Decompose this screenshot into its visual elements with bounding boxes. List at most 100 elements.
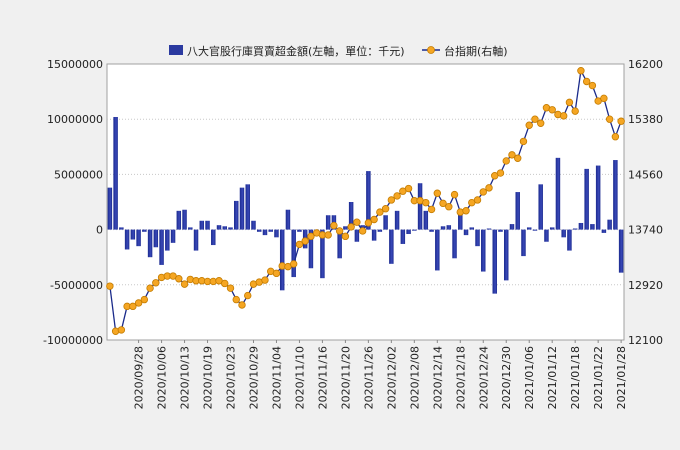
bar (377, 229, 383, 232)
right-tick-label: 14560 (628, 168, 663, 181)
bar (400, 229, 406, 244)
line-point (180, 280, 189, 288)
bar (239, 187, 245, 230)
bar (256, 229, 262, 232)
line-point (106, 282, 114, 290)
bar (199, 220, 205, 230)
bar (279, 229, 285, 291)
bar (555, 157, 561, 230)
bar (423, 210, 429, 230)
bar (211, 229, 216, 246)
line-point (508, 151, 516, 159)
line-point (232, 295, 240, 304)
bar (498, 229, 503, 232)
line-point (439, 199, 447, 208)
x-tick-label: 2020/12/30 (500, 346, 513, 409)
bar (486, 228, 492, 230)
bar (308, 229, 314, 269)
bar (584, 168, 589, 230)
bar (107, 187, 113, 230)
bar (147, 229, 153, 258)
line-point (525, 121, 533, 129)
line-point (307, 232, 315, 241)
line-point (571, 107, 579, 115)
bar (222, 226, 228, 230)
bar (492, 229, 497, 294)
line-point (427, 205, 436, 214)
bar (371, 229, 377, 241)
bar (446, 225, 452, 230)
bar (607, 219, 612, 230)
bar (458, 213, 463, 230)
x-tick-label: 2020/12/08 (408, 346, 421, 409)
x-axis: 2020/09/28 2020/10/06 2020/10/13 2020/10/19… (133, 340, 628, 409)
bar (590, 224, 595, 230)
legend-line-label: 台指期(右軸) (444, 44, 508, 58)
bar (245, 184, 250, 230)
x-tick-label: 2020/11/04 (270, 346, 283, 409)
bar (136, 229, 141, 247)
bar (561, 229, 566, 238)
line-point (152, 279, 160, 287)
bar (159, 229, 164, 265)
x-tick-label: 2020/11/16 (316, 346, 329, 409)
left-tick-label: 10000000 (47, 113, 103, 126)
line-point (238, 301, 246, 309)
x-tick-label: 2021/01/22 (592, 346, 605, 409)
line-point (324, 231, 332, 239)
bar (216, 225, 222, 230)
bar-series (107, 116, 624, 294)
bar (526, 227, 532, 230)
line-point (422, 198, 430, 207)
x-tick-label: 2020/11/10 (293, 346, 306, 409)
line-point (381, 205, 390, 213)
line-point (117, 326, 126, 334)
x-tick-label: 2021/01/12 (546, 346, 559, 409)
bar (176, 210, 182, 230)
bar (228, 227, 233, 230)
bar (274, 229, 279, 238)
left-axis: 15000000 10000000 5000000 0 -5000000 -1000000… (43, 58, 103, 347)
line-point (600, 94, 608, 103)
bar (291, 229, 296, 278)
line-point (226, 284, 235, 292)
line-point (129, 302, 137, 311)
bar (613, 160, 618, 230)
line-point (341, 232, 350, 241)
line-point (295, 240, 304, 249)
line-point (221, 279, 229, 288)
line-point (531, 115, 539, 123)
bar (297, 229, 302, 232)
legend: 八大官股行庫買賣超金額(左軸，單位：千元) 台指期(右軸) (169, 44, 508, 58)
bar (412, 229, 417, 231)
bar (601, 229, 607, 233)
line-point (582, 77, 591, 86)
x-tick-label: 2020/10/23 (225, 346, 238, 409)
bar (394, 210, 400, 230)
x-tick-label: 2020/11/26 (362, 346, 375, 409)
right-tick-label: 12920 (628, 279, 663, 292)
bar (165, 229, 170, 251)
bar (406, 229, 411, 235)
bar (170, 229, 176, 243)
bar (366, 171, 371, 230)
legend-line-marker (427, 46, 435, 54)
line-point (289, 260, 298, 268)
line-point (577, 67, 585, 75)
bar (251, 220, 256, 230)
line-point (445, 203, 453, 211)
line-point (502, 157, 510, 165)
x-tick-label: 2020/10/29 (247, 346, 260, 409)
left-tick-label: -10000000 (43, 334, 103, 347)
bar (578, 222, 584, 230)
bar (124, 229, 130, 250)
bar (469, 227, 475, 230)
bar (475, 229, 480, 247)
x-tick-label: 2020/10/19 (202, 346, 215, 409)
bar (119, 227, 124, 230)
line-point (519, 137, 528, 146)
left-tick-label: 0 (96, 224, 103, 237)
x-tick-label: 2020/12/18 (454, 346, 467, 409)
bar (538, 184, 543, 230)
